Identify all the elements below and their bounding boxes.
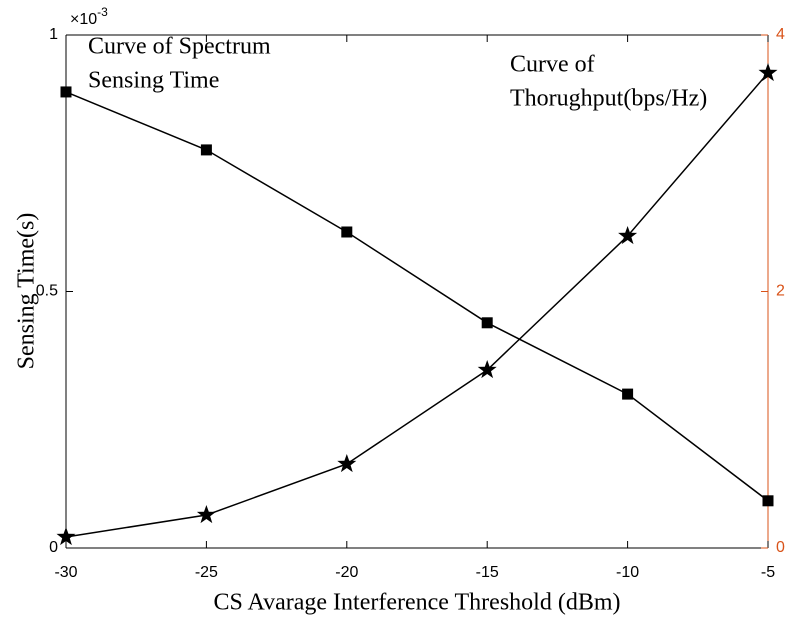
star-marker bbox=[477, 360, 497, 379]
square-marker bbox=[622, 388, 634, 400]
series-line bbox=[65, 91, 769, 502]
y-axis-label: Sensing Time(s) bbox=[14, 213, 40, 370]
square-marker bbox=[481, 317, 493, 329]
y2-tick-label: 2 bbox=[776, 283, 785, 300]
y2-tick-label: 0 bbox=[776, 539, 785, 556]
series-line bbox=[65, 72, 769, 538]
x-tick-label: -30 bbox=[54, 564, 77, 581]
annotation: Curve of Spectrum bbox=[88, 34, 271, 60]
y-multiplier: ×10-3 bbox=[70, 5, 108, 28]
annotation: Thorughput(bps/Hz) bbox=[510, 86, 707, 112]
x-tick-label: -20 bbox=[335, 564, 358, 581]
annotation: Curve of bbox=[510, 52, 595, 78]
x-tick-label: -25 bbox=[195, 564, 218, 581]
star-marker bbox=[196, 505, 216, 524]
x-tick-label: -15 bbox=[476, 564, 499, 581]
x-tick-label: -5 bbox=[761, 564, 775, 581]
multiplier-exponent: -3 bbox=[97, 5, 108, 19]
square-marker bbox=[762, 495, 774, 507]
star-marker bbox=[56, 527, 76, 546]
square-marker bbox=[341, 226, 353, 238]
multiplier-base: ×10 bbox=[70, 11, 97, 28]
y2-tick-label: 4 bbox=[776, 26, 785, 43]
star-marker bbox=[758, 63, 778, 82]
square-marker bbox=[60, 86, 72, 98]
star-marker bbox=[618, 226, 638, 245]
star-marker bbox=[337, 454, 357, 473]
y-tick-label: 1 bbox=[49, 26, 58, 43]
y-tick-label: 0 bbox=[49, 539, 58, 556]
square-marker bbox=[200, 144, 212, 156]
annotation: Sensing Time bbox=[88, 68, 219, 94]
x-axis-label: CS Avarage Interference Threshold (dBm) bbox=[214, 590, 621, 616]
x-tick-label: -10 bbox=[616, 564, 639, 581]
y-tick-label: 0.5 bbox=[36, 283, 58, 300]
